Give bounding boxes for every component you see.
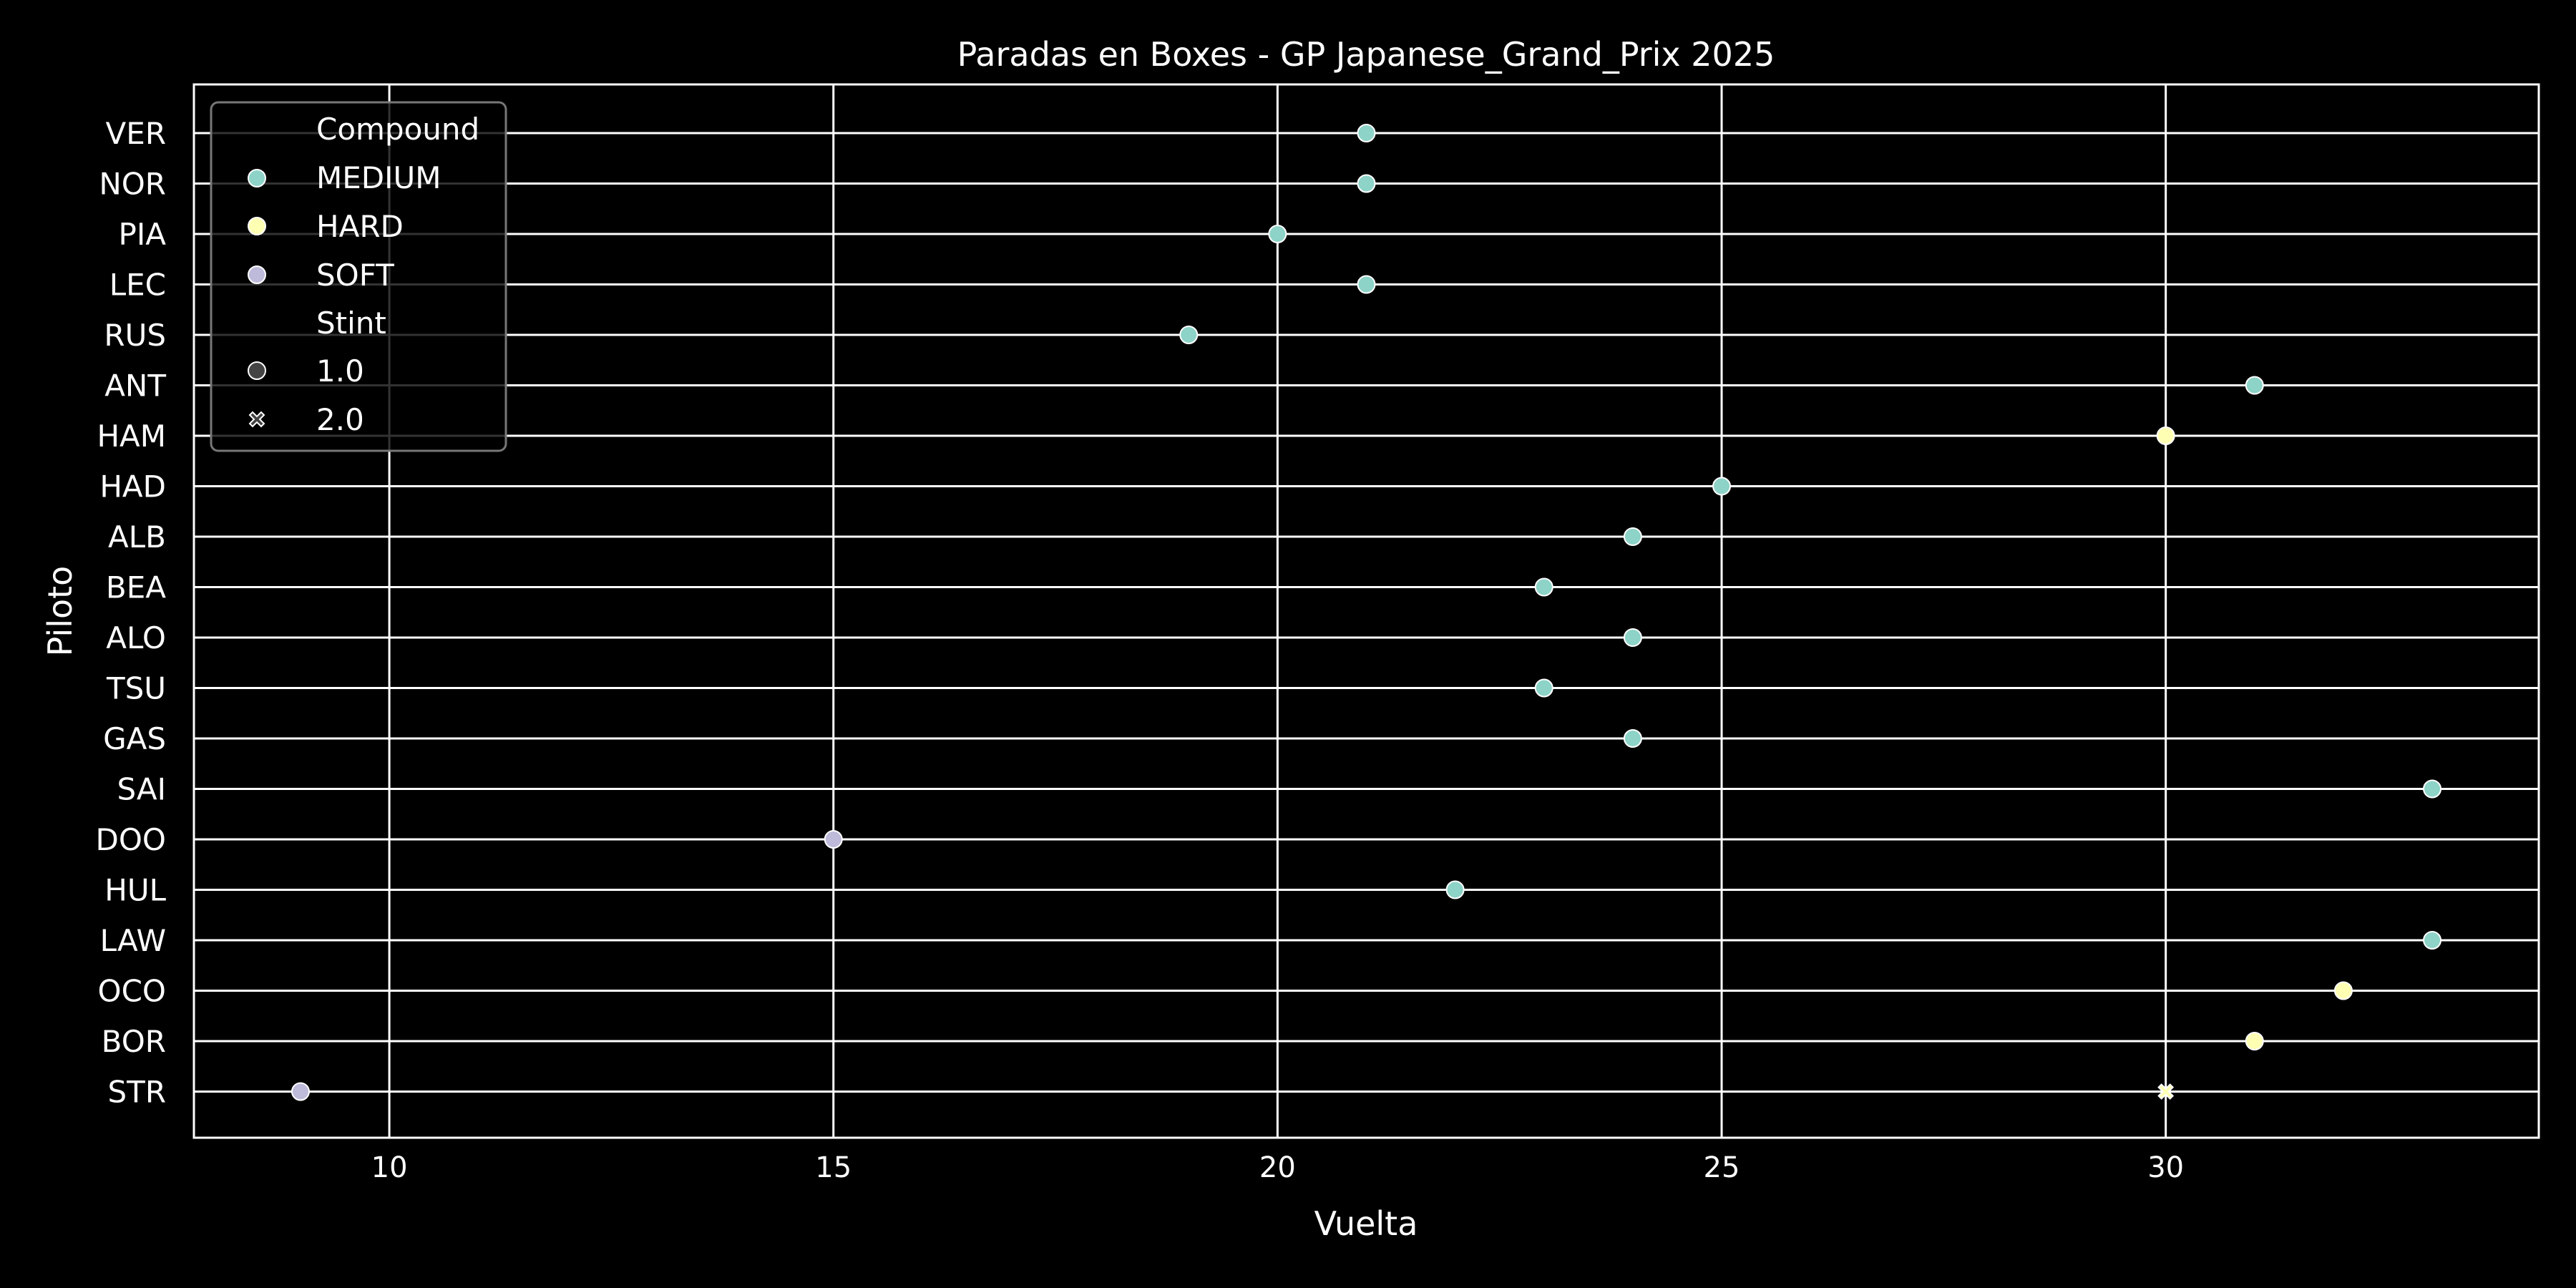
y-tick-label: ANT bbox=[104, 369, 166, 404]
data-point-bea bbox=[1534, 577, 1553, 597]
legend-compound-title: Compound bbox=[316, 112, 479, 147]
legend-stint-2-label: 2.0 bbox=[316, 402, 364, 437]
y-tick-label: STR bbox=[108, 1075, 167, 1110]
chart-title: Paradas en Boxes - GP Japanese_Grand_Pri… bbox=[957, 35, 1775, 74]
y-tick-label: TSU bbox=[106, 671, 166, 706]
data-point-law bbox=[2423, 931, 2442, 950]
x-tick-label: 15 bbox=[815, 1151, 852, 1184]
data-point-rus bbox=[1179, 326, 1199, 344]
y-tick-label: VER bbox=[106, 116, 166, 151]
legend-medium-label: MEDIUM bbox=[316, 160, 441, 195]
data-point-pia bbox=[1268, 225, 1287, 243]
y-tick-label: PIA bbox=[119, 217, 167, 252]
data-point-bor bbox=[2245, 1032, 2264, 1050]
data-point-tsu bbox=[1534, 678, 1553, 698]
y-tick-label: ALO bbox=[106, 620, 166, 655]
legend-soft-label: SOFT bbox=[316, 258, 394, 293]
legend-stint-1-label: 1.0 bbox=[316, 353, 364, 389]
legend-hard-marker bbox=[248, 217, 266, 235]
x-tick-label: 20 bbox=[1259, 1151, 1296, 1184]
legend-soft-marker bbox=[248, 265, 266, 284]
y-tick-label: BEA bbox=[106, 570, 166, 605]
y-tick-label: HUL bbox=[104, 873, 166, 908]
data-point-doo bbox=[824, 830, 843, 849]
axis-ticks: 10 15 20 25 30 VER NOR PIA LEC RUS ANT HAM HAD ALB BEA… bbox=[96, 116, 2185, 1184]
data-point-alo bbox=[1623, 628, 1642, 647]
y-tick-label: OCO bbox=[98, 974, 166, 1009]
y-tick-label: HAD bbox=[99, 469, 166, 504]
data-point-hul bbox=[1445, 880, 1465, 899]
plot-frame bbox=[192, 83, 2540, 1139]
legend-stint-2-marker bbox=[248, 411, 265, 428]
x-tick-label: 10 bbox=[371, 1151, 408, 1184]
x-tick-label: 25 bbox=[1704, 1151, 1740, 1184]
y-tick-label: HAM bbox=[97, 419, 166, 454]
y-tick-label: LEC bbox=[109, 268, 166, 303]
data-point-ham bbox=[2156, 426, 2175, 445]
data-point-str bbox=[291, 1082, 310, 1101]
y-tick-label: LAW bbox=[100, 923, 166, 958]
y-tick-label: ALB bbox=[108, 519, 166, 555]
data-point-ver bbox=[1357, 124, 1376, 142]
legend-box bbox=[210, 101, 507, 452]
data-points bbox=[291, 124, 2442, 1101]
legend: Compound MEDIUM HARD SOFT Stint 1.0 2.0 bbox=[210, 101, 507, 452]
legend-hard-label: HARD bbox=[316, 209, 404, 244]
y-tick-label: DOO bbox=[96, 822, 166, 857]
y-tick-label: NOR bbox=[99, 167, 166, 202]
data-point-sai bbox=[2423, 779, 2442, 799]
data-point-ant bbox=[2245, 376, 2264, 395]
y-tick-label: SAI bbox=[117, 772, 166, 807]
data-point-had bbox=[1712, 477, 1732, 496]
data-point-gas bbox=[1623, 729, 1642, 748]
legend-stint-1-marker bbox=[248, 361, 266, 380]
data-point-nor bbox=[1357, 174, 1376, 193]
y-axis-label: Piloto bbox=[41, 566, 79, 657]
grid bbox=[194, 84, 2539, 1138]
x-axis-label: Vuelta bbox=[1314, 1204, 1418, 1243]
data-point-str-stint-2 bbox=[2157, 1083, 2175, 1100]
legend-medium-marker bbox=[248, 169, 266, 187]
y-tick-label: RUS bbox=[104, 318, 166, 353]
data-point-oco bbox=[2333, 981, 2353, 1000]
y-tick-label: GAS bbox=[103, 721, 166, 756]
data-point-alb bbox=[1623, 527, 1642, 546]
y-tick-label: BOR bbox=[102, 1024, 166, 1059]
legend-stint-title: Stint bbox=[316, 306, 386, 341]
data-point-lec bbox=[1357, 275, 1376, 294]
x-tick-label: 30 bbox=[2147, 1151, 2184, 1184]
